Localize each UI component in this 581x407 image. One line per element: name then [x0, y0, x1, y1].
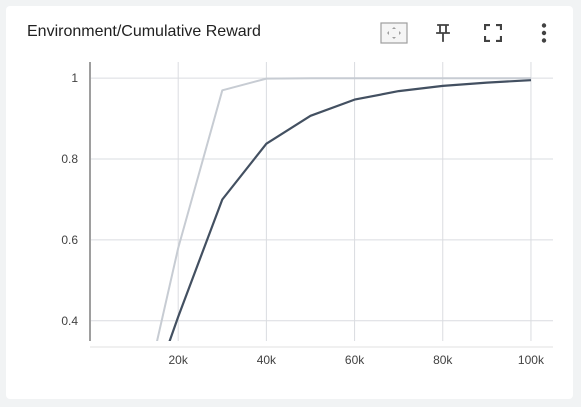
chart-title: Environment/Cumulative Reward — [27, 23, 261, 40]
series-line-1 — [168, 79, 532, 341]
x-tick-label: 20k — [169, 353, 189, 367]
fullscreen-icon — [484, 24, 502, 42]
series-group — [156, 77, 532, 341]
series-line-0 — [156, 77, 531, 341]
y-tick-label: 1 — [71, 71, 78, 85]
chart-card: Environment/Cumulative Reward 0.4 0.6 0.8 1… — [6, 6, 573, 399]
x-tick-label: 60k — [345, 353, 365, 367]
more-vert-icon — [541, 23, 547, 43]
pin-icon — [436, 24, 450, 42]
x-tick-label: 40k — [257, 353, 277, 367]
y-tick-label: 0.4 — [61, 314, 78, 328]
x-tick-label: 80k — [433, 353, 453, 367]
x-tick-label: 100k — [518, 353, 545, 367]
fit-domain-button[interactable] — [379, 20, 409, 46]
fullscreen-button[interactable] — [478, 20, 508, 46]
line-chart[interactable]: 0.4 0.6 0.8 1 20k 40k 60k 80k 100k — [6, 6, 573, 399]
y-tick-label: 0.6 — [61, 233, 78, 247]
y-tick-label: 0.8 — [61, 152, 78, 166]
pin-button[interactable] — [428, 20, 458, 46]
more-options-button[interactable] — [529, 20, 559, 46]
fit-domain-icon — [380, 22, 408, 44]
